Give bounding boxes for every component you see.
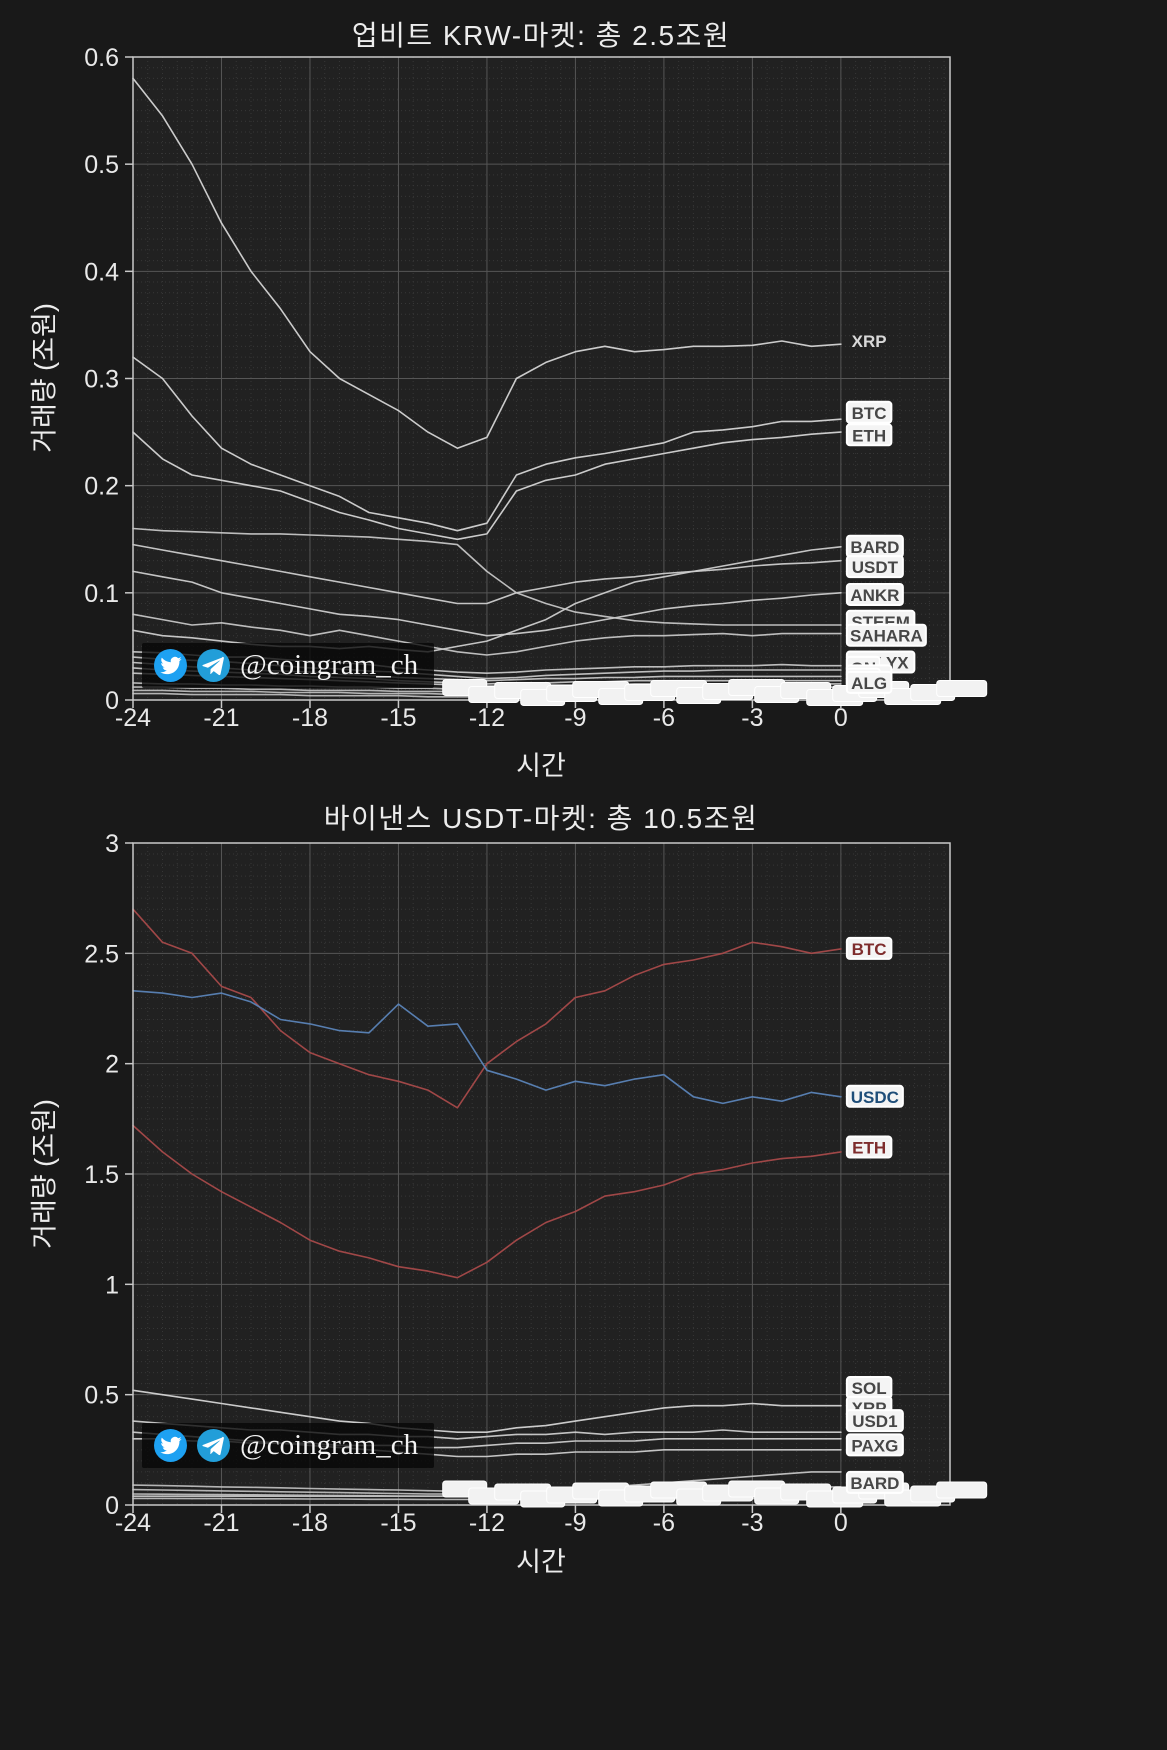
line-ANKR xyxy=(132,570,842,637)
telegram-icon xyxy=(197,649,230,682)
twitter-icon xyxy=(154,649,187,682)
series-label-BTC: BTC xyxy=(845,400,893,424)
line-SAHARA xyxy=(132,613,842,656)
series-label-XRP: XRP xyxy=(852,332,887,351)
svg-text:BARD: BARD xyxy=(850,538,899,557)
tick-marks xyxy=(125,842,842,1513)
svg-text:ETH: ETH xyxy=(852,426,886,445)
svg-text:-3: -3 xyxy=(741,704,763,732)
series-label-ETH: ETH xyxy=(845,423,893,447)
svg-text:PAXG: PAXG xyxy=(851,1436,898,1455)
svg-text:-12: -12 xyxy=(469,704,505,732)
svg-text:0.3: 0.3 xyxy=(84,366,119,394)
watermark-handle: @coingram_ch xyxy=(240,1429,419,1461)
line-ETH xyxy=(132,431,842,541)
svg-text:-3: -3 xyxy=(741,1509,763,1537)
overlapping-label-cluster xyxy=(442,678,988,706)
line-BTC xyxy=(132,356,842,532)
series-label-BARD: BARD xyxy=(845,1470,904,1494)
svg-text:0: 0 xyxy=(105,1492,119,1520)
series-label-PAXG: PAXG xyxy=(845,1433,904,1457)
svg-text:-24: -24 xyxy=(115,1509,151,1537)
svg-text:-15: -15 xyxy=(380,704,416,732)
binance-y-axis-label: 거래량 (조원) xyxy=(29,1099,60,1249)
minor-grid xyxy=(133,57,950,700)
chart-area-0: -24 -21 -18 -15 -12 -9 -6 -3 0 0 0.1 0.2 0.3 0.4 0.5 0.… xyxy=(84,44,988,732)
series-label-USDT: USDT xyxy=(845,555,904,579)
svg-text:SAHARA: SAHARA xyxy=(850,627,923,646)
svg-text:-18: -18 xyxy=(292,1509,328,1537)
watermark-handle: @coingram_ch xyxy=(240,649,419,681)
telegram-icon xyxy=(197,1429,230,1462)
binance-chart-title: 바이낸스 USDT-마켓: 총 10.5조원 xyxy=(323,803,759,834)
watermark-binance: @coingram_ch xyxy=(142,1423,435,1468)
line-SOL xyxy=(132,1389,842,1433)
svg-text:-6: -6 xyxy=(653,704,675,732)
twitter-icon xyxy=(154,1429,187,1462)
binance-x-axis-label: 시간 xyxy=(516,1547,566,1577)
svg-text:0.1: 0.1 xyxy=(84,580,119,608)
svg-text:SOL: SOL xyxy=(852,1379,887,1398)
series-label-USDC: USDC xyxy=(845,1084,904,1108)
series-label-USD1: USD1 xyxy=(845,1409,904,1433)
upbit-x-axis-label: 시간 xyxy=(516,751,566,781)
svg-text:ETH: ETH xyxy=(852,1139,886,1158)
minor-grid xyxy=(133,843,950,1505)
line-XRP xyxy=(132,77,842,450)
series-label-ETH: ETH xyxy=(845,1135,893,1159)
svg-text:-6: -6 xyxy=(653,1509,675,1537)
svg-text:1: 1 xyxy=(105,1271,119,1299)
line-USDC xyxy=(132,989,842,1105)
svg-text:-12: -12 xyxy=(469,1509,505,1537)
series-label-BTC: BTC xyxy=(845,936,893,960)
svg-text:-9: -9 xyxy=(564,1509,586,1537)
watermark-upbit: @coingram_ch xyxy=(142,643,435,688)
line-ETH xyxy=(132,1124,842,1279)
tick-labels: -24 -21 -18 -15 -12 -9 -6 -3 0 0 0.5 1 1.5 2 2.5 3 xyxy=(84,830,848,1537)
upbit-y-axis-label: 거래량 (조원) xyxy=(29,303,60,453)
tick-labels: -24 -21 -18 -15 -12 -9 -6 -3 0 0 0.1 0.2 0.3 0.4 0.5 0.… xyxy=(84,44,848,732)
svg-text:ALG: ALG xyxy=(851,674,887,693)
line-STEEM xyxy=(132,527,842,626)
svg-text:0.4: 0.4 xyxy=(84,258,119,286)
svg-text:-21: -21 xyxy=(203,1509,239,1537)
series-label-BARD: BARD xyxy=(845,534,904,558)
svg-text:XRP: XRP xyxy=(852,332,887,351)
line-USDT xyxy=(132,543,842,605)
overlapping-label-cluster xyxy=(442,1480,988,1508)
svg-text:0.2: 0.2 xyxy=(84,473,119,501)
series-label-SOL: SOL xyxy=(845,1376,893,1400)
upbit-chart-title: 업비트 KRW-마켓: 총 2.5조원 xyxy=(351,20,731,51)
svg-text:ANKR: ANKR xyxy=(850,586,899,605)
chart-area-1: -24 -21 -18 -15 -12 -9 -6 -3 0 0 0.5 1 1.5 2 2.5 3 BTC US… xyxy=(84,830,988,1537)
svg-text:2.5: 2.5 xyxy=(84,940,119,968)
svg-text:USDC: USDC xyxy=(851,1088,899,1107)
svg-text:0: 0 xyxy=(834,1509,848,1537)
svg-text:USD1: USD1 xyxy=(852,1412,897,1431)
svg-text:0.5: 0.5 xyxy=(84,1382,119,1410)
line-BTC xyxy=(132,908,842,1109)
svg-text:0.6: 0.6 xyxy=(84,44,119,72)
svg-text:-24: -24 xyxy=(115,704,151,732)
svg-text:3: 3 xyxy=(105,830,119,858)
series-label-SAHARA: SAHARA xyxy=(845,623,927,647)
svg-text:BARD: BARD xyxy=(850,1474,899,1493)
svg-text:0: 0 xyxy=(105,687,119,715)
svg-text:-9: -9 xyxy=(564,704,586,732)
svg-text:1.5: 1.5 xyxy=(84,1161,119,1189)
series-label-ANKR: ANKR xyxy=(845,582,904,606)
svg-text:BTC: BTC xyxy=(852,940,887,959)
svg-text:USDT: USDT xyxy=(852,558,899,577)
svg-text:-18: -18 xyxy=(292,704,328,732)
svg-text:0: 0 xyxy=(834,704,848,732)
svg-text:0.5: 0.5 xyxy=(84,151,119,179)
svg-text:2: 2 xyxy=(105,1051,119,1079)
svg-text:-21: -21 xyxy=(203,704,239,732)
svg-text:-15: -15 xyxy=(380,1509,416,1537)
svg-text:BTC: BTC xyxy=(852,404,887,423)
series-label-ALG: ALG xyxy=(845,670,893,694)
